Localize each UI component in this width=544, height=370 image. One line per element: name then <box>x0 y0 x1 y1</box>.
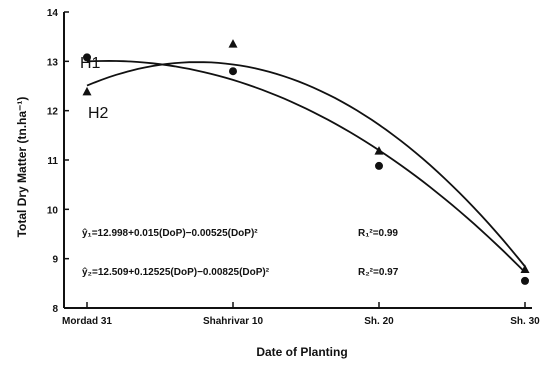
data-point-h2 <box>374 146 384 155</box>
y-tick-label: 14 <box>47 8 59 19</box>
fit-curves <box>86 59 526 273</box>
data-point-h1 <box>521 276 529 285</box>
r-squared-1: R₁²=0.99 <box>358 228 398 239</box>
x-tick-label: Sh. 30 <box>510 316 540 327</box>
y-tick-label: 8 <box>52 304 58 315</box>
y-ticks: 8 9 10 11 12 13 14 <box>47 8 69 315</box>
y-tick-label: 12 <box>47 107 59 118</box>
data-point-h1 <box>83 53 91 62</box>
y-tick-label: 10 <box>47 205 59 216</box>
data-points <box>82 39 530 285</box>
axes <box>63 12 532 309</box>
series-label-h1: H1 <box>80 55 101 72</box>
data-point-h2 <box>228 39 238 48</box>
data-point-h1 <box>375 161 383 170</box>
x-tick-label: Shahrivar 10 <box>203 316 263 327</box>
x-tick-label: Mordad 31 <box>62 316 112 327</box>
data-point-h2 <box>520 264 530 274</box>
data-point-h1 <box>229 67 237 76</box>
y-tick-label: 9 <box>52 255 58 266</box>
series-label-h2: H2 <box>88 105 109 122</box>
x-ticks: Mordad 31 Shahrivar 10 Sh. 20 Sh. 30 <box>62 302 540 327</box>
equation-2: ŷ₂=12.509+0.12525(DoP)−0.00825(DoP)² <box>82 267 270 278</box>
y-axis-title: Total Dry Matter (tn.ha⁻¹) <box>15 97 29 238</box>
y-tick-label: 11 <box>47 156 58 167</box>
fit-curve-h2 <box>86 61 526 268</box>
x-tick-label: Sh. 20 <box>364 316 394 327</box>
data-point-h2 <box>82 86 92 96</box>
y-tick-label: 13 <box>47 57 59 68</box>
r-squared-2: R₂²=0.97 <box>358 267 399 278</box>
x-axis-title: Date of Planting <box>256 345 347 359</box>
equation-1: ŷ₁=12.998+0.015(DoP)−0.00525(DoP)² <box>82 228 258 239</box>
fit-curve-h1 <box>86 59 526 273</box>
